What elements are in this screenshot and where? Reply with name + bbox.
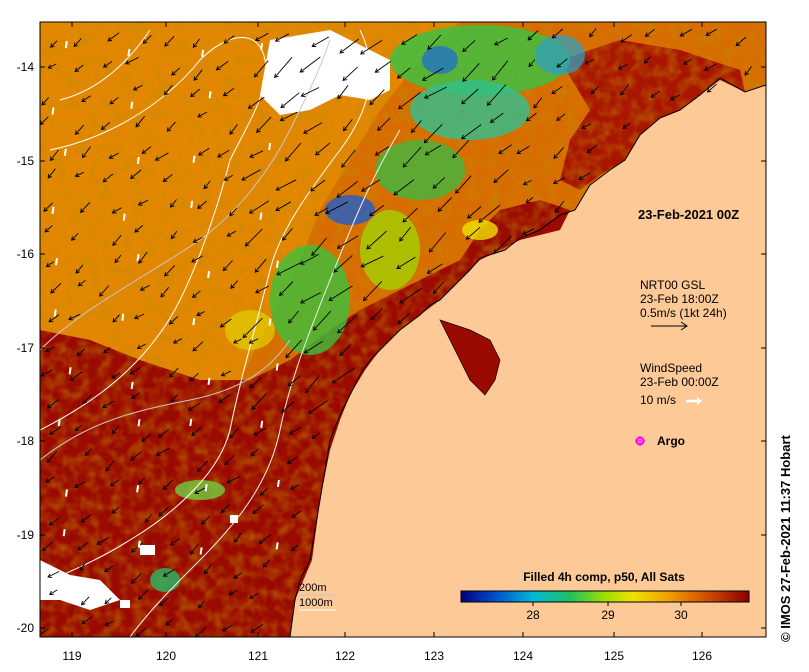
colorbar-tick-28: 28 (526, 608, 540, 622)
argo-label: Argo (657, 434, 685, 448)
wind-legend-line2: 23-Feb 00:00Z (640, 375, 719, 389)
y-tick-14: -14 (17, 60, 35, 74)
argo-legend: Argo (635, 434, 685, 448)
x-tick-121: 121 (248, 649, 268, 663)
peninsula (439, 319, 501, 396)
contour-200-label: 200m (299, 582, 327, 594)
colorbar-tick-29: 29 (601, 608, 615, 622)
cool-patches (150, 25, 585, 592)
y-tick-15: -15 (17, 154, 35, 168)
contour-1000-label: 1000m (299, 597, 333, 609)
current-legend-arrow (651, 321, 688, 331)
colorbar-tick-30: 30 (674, 608, 688, 622)
wind-legend-line1: WindSpeed (640, 361, 702, 375)
current-legend: NRT00 GSL 23-Feb 18:00Z 0.5m/s (1kt 24h) (640, 278, 727, 331)
y-tick-17: -17 (17, 341, 35, 355)
credit-label: © IMOS 27-Feb-2021 11:37 Hobart (778, 435, 793, 642)
current-vectors (40, 28, 752, 637)
argo-marker-icon (635, 436, 645, 446)
axis-ticks (40, 22, 766, 637)
x-tick-122: 122 (335, 649, 355, 663)
x-tick-120: 120 (156, 649, 176, 663)
wind-legend-arrow-icon (686, 397, 702, 405)
y-axis-labels: -14 -15 -16 -17 -18 -19 -20 (17, 60, 35, 635)
y-tick-18: -18 (17, 434, 35, 448)
map-timestamp: 23-Feb-2021 00Z (638, 207, 739, 222)
credit-text: IMOS 27-Feb-2021 11:37 Hobart (778, 435, 793, 629)
wind-legend-line3: 10 m/s (640, 393, 676, 407)
cloud-gaps (40, 30, 390, 610)
coastline (289, 77, 766, 637)
x-tick-126: 126 (692, 649, 712, 663)
wind-vectors (51, 41, 281, 555)
x-tick-119: 119 (62, 649, 81, 663)
x-tick-123: 123 (424, 649, 444, 663)
colorbar: Filled 4h comp, p50, All Sats 28 29 30 (460, 570, 750, 622)
wind-legend: WindSpeed 23-Feb 00:00Z 10 m/s (640, 361, 719, 407)
colorbar-title: Filled 4h comp, p50, All Sats (523, 570, 685, 584)
y-tick-16: -16 (17, 247, 35, 261)
current-legend-line3: 0.5m/s (1kt 24h) (640, 306, 727, 320)
x-tick-124: 124 (513, 649, 533, 663)
y-tick-20: -20 (17, 621, 35, 635)
depth-contours (40, 29, 401, 637)
y-tick-19: -19 (17, 528, 35, 542)
current-legend-line1: NRT00 GSL (640, 278, 705, 292)
plot-area (40, 22, 766, 637)
current-legend-line2: 23-Feb 18:00Z (640, 292, 719, 306)
x-tick-125: 125 (604, 649, 624, 663)
x-axis-labels: 119 120 121 122 123 124 125 126 (62, 649, 712, 663)
copyright-icon: © (778, 632, 793, 642)
plot-frame (39, 21, 767, 638)
contour-legend: 200m 1000m (299, 582, 336, 611)
colorbar-gradient (460, 590, 750, 603)
